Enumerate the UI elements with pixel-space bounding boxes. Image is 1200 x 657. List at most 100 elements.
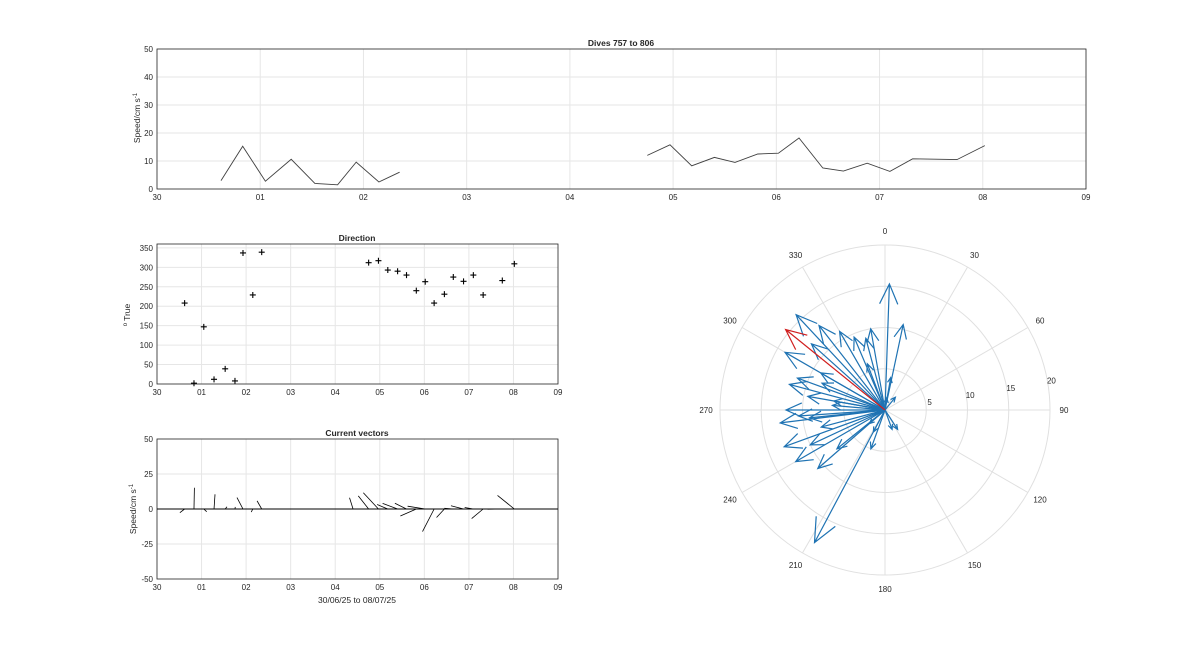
vectors-y-tick-label: 0 xyxy=(149,505,154,514)
vectors-y-tick-label: -25 xyxy=(141,540,153,549)
direction-point xyxy=(480,292,486,298)
current-vector-stick xyxy=(358,496,368,509)
current-vector-stick xyxy=(437,509,445,518)
direction-point xyxy=(422,279,428,285)
direction-x-tick-label: 04 xyxy=(331,388,340,397)
speed-x-tick-label: 04 xyxy=(565,193,574,202)
current-vector-stick xyxy=(395,503,407,509)
direction-point xyxy=(222,366,228,372)
speed-x-tick-label: 03 xyxy=(462,193,471,202)
direction-point xyxy=(461,278,467,284)
polar-radius-label: 10 xyxy=(966,391,975,400)
direction-point xyxy=(211,376,217,382)
direction-point xyxy=(450,274,456,280)
speed-x-tick-label: 09 xyxy=(1082,193,1091,202)
vectors-x-tick-label: 09 xyxy=(554,583,563,592)
direction-y-tick-label: 300 xyxy=(140,263,154,272)
direction-point xyxy=(232,378,238,384)
vectors-x-tick-label: 05 xyxy=(375,583,384,592)
speed-x-tick-label: 06 xyxy=(772,193,781,202)
current-vector-stick xyxy=(400,509,416,516)
current-vector-arrow xyxy=(819,326,885,411)
direction-y-axis-label: oTrue xyxy=(122,303,132,326)
speed-y-tick-label: 10 xyxy=(144,157,153,166)
direction-chart-title: Direction xyxy=(339,233,376,243)
polar-angle-spoke xyxy=(885,267,968,410)
direction-y-tick-label: 200 xyxy=(140,302,154,311)
speed-y-axis-label: Speed/cm s-1 xyxy=(132,92,142,143)
current-vector-stick xyxy=(472,509,483,519)
polar-angle-label: 240 xyxy=(723,496,737,505)
direction-x-tick-label: 09 xyxy=(554,388,563,397)
direction-point xyxy=(366,260,372,266)
direction-point xyxy=(470,272,476,278)
polar-angle-label: 60 xyxy=(1036,317,1045,326)
speed-axes-frame xyxy=(157,49,1086,189)
vectors-x-tick-label: 01 xyxy=(197,583,206,592)
current-vector-stick xyxy=(498,495,515,509)
direction-x-tick-label: 07 xyxy=(464,388,473,397)
polar-angle-spoke xyxy=(885,328,1028,411)
polar-angle-label: 330 xyxy=(789,251,803,260)
polar-angle-label: 210 xyxy=(789,561,803,570)
polar-angle-label: 270 xyxy=(699,406,713,415)
direction-point xyxy=(375,258,381,264)
speed-y-tick-label: 20 xyxy=(144,129,153,138)
direction-point xyxy=(499,278,505,284)
current-vector-stick xyxy=(363,493,378,509)
direction-y-tick-label: 100 xyxy=(140,341,154,350)
direction-y-tick-label: 150 xyxy=(140,322,154,331)
polar-angle-label: 30 xyxy=(970,251,979,260)
direction-y-tick-label: 0 xyxy=(149,380,154,389)
polar-radius-label: 5 xyxy=(927,398,932,407)
vectors-chart-title: Current vectors xyxy=(325,428,389,438)
direction-point xyxy=(431,300,437,306)
direction-x-tick-label: 03 xyxy=(286,388,295,397)
direction-point xyxy=(441,291,447,297)
speed-y-tick-label: 30 xyxy=(144,101,153,110)
direction-x-tick-label: 08 xyxy=(509,388,518,397)
vectors-y-tick-label: -50 xyxy=(141,575,153,584)
speed-chart-title: Dives 757 to 806 xyxy=(588,38,654,48)
direction-point xyxy=(385,267,391,273)
direction-point xyxy=(182,300,188,306)
vectors-y-axis-label: Speed/cm s-1 xyxy=(128,483,138,534)
polar-angle-label: 120 xyxy=(1033,496,1047,505)
current-vector-stick xyxy=(237,498,243,509)
vectors-x-axis-label: 30/06/25 to 08/07/25 xyxy=(318,595,396,605)
polar-angle-spoke xyxy=(885,410,968,553)
polar-radius-label: 20 xyxy=(1047,377,1056,386)
vectors-y-tick-label: 50 xyxy=(144,435,153,444)
polar-angle-spoke xyxy=(885,410,1028,493)
direction-point xyxy=(259,249,265,255)
polar-angle-label: 150 xyxy=(968,561,982,570)
direction-x-tick-label: 01 xyxy=(197,388,206,397)
current-vector-stick xyxy=(377,505,388,509)
direction-point xyxy=(250,292,256,298)
direction-x-tick-label: 30 xyxy=(153,388,162,397)
direction-point xyxy=(240,250,246,256)
vectors-x-tick-label: 04 xyxy=(331,583,340,592)
current-vector-stick xyxy=(350,498,354,509)
vectors-x-tick-label: 03 xyxy=(286,583,295,592)
current-vector-stick xyxy=(214,494,215,509)
speed-series-line xyxy=(647,138,985,171)
direction-y-tick-label: 250 xyxy=(140,283,154,292)
direction-y-tick-label: 50 xyxy=(144,361,153,370)
direction-x-tick-label: 05 xyxy=(375,388,384,397)
vectors-y-tick-label: 25 xyxy=(144,470,153,479)
speed-y-tick-label: 50 xyxy=(144,45,153,54)
direction-x-tick-label: 06 xyxy=(420,388,429,397)
vectors-x-tick-label: 07 xyxy=(464,583,473,592)
direction-point xyxy=(413,288,419,294)
direction-axes-frame xyxy=(157,244,558,384)
current-vector-stick xyxy=(257,501,262,509)
vectors-x-tick-label: 02 xyxy=(242,583,251,592)
direction-point xyxy=(191,380,197,386)
current-vector-stick xyxy=(180,509,185,513)
direction-point xyxy=(395,268,401,274)
